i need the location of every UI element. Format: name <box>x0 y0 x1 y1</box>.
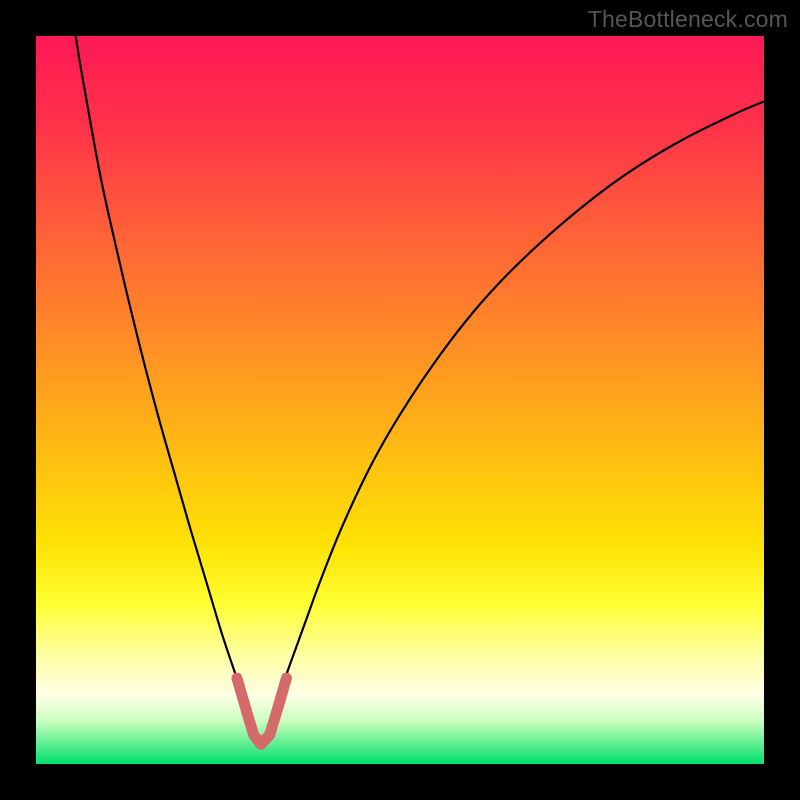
chart-svg <box>0 0 800 800</box>
chart-frame: TheBottleneck.com <box>0 0 800 800</box>
watermark-text: TheBottleneck.com <box>588 6 788 33</box>
plot-area <box>36 36 764 764</box>
